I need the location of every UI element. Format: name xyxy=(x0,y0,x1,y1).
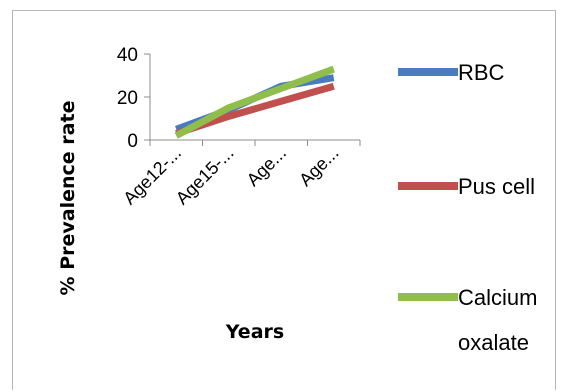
y-axis-title: % Prevalence rate xyxy=(57,101,79,296)
chart-frame xyxy=(12,10,556,390)
x-category-label: Age15-... xyxy=(172,143,238,209)
x-category-label: Age... xyxy=(243,143,290,190)
legend-label: Pus cell xyxy=(458,174,535,199)
series-lines xyxy=(174,65,335,139)
y-tick-label: 0 xyxy=(127,131,138,152)
legend: RBC Pus cell Calcium oxalate xyxy=(398,60,537,355)
x-axis-title: Years xyxy=(225,321,284,343)
x-axis: Age12-...Age15-... Age... Age... xyxy=(119,139,361,209)
y-tick-label: 20 xyxy=(117,88,138,109)
legend-label: Calcium xyxy=(458,285,537,310)
y-axis: 0 20 40 xyxy=(117,45,151,152)
y-tick-label: 40 xyxy=(117,45,138,66)
legend-label: RBC xyxy=(458,60,505,85)
series-line-2 xyxy=(174,65,335,139)
legend-label: oxalate xyxy=(458,330,529,355)
x-category-label: Age... xyxy=(295,143,342,190)
